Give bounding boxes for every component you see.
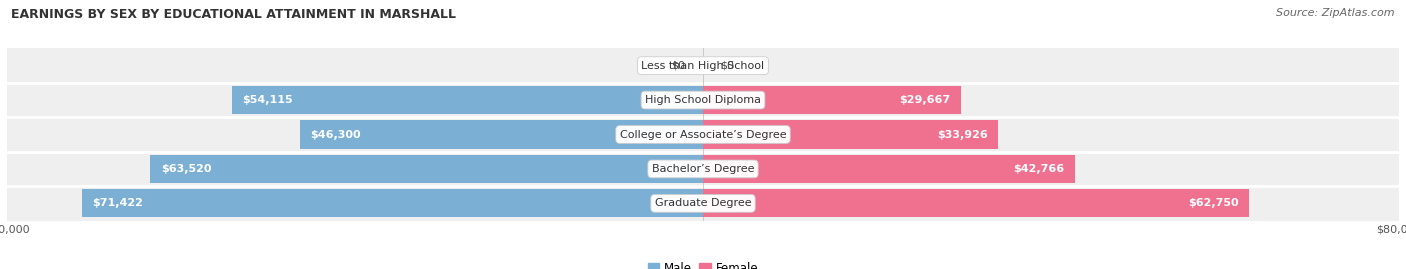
Text: $46,300: $46,300 — [311, 129, 361, 140]
Text: Graduate Degree: Graduate Degree — [655, 198, 751, 208]
Bar — [232, 86, 703, 114]
Text: $29,667: $29,667 — [900, 95, 950, 105]
Text: Source: ZipAtlas.com: Source: ZipAtlas.com — [1277, 8, 1395, 18]
Bar — [703, 86, 962, 114]
Bar — [703, 121, 998, 148]
Bar — [7, 152, 1399, 186]
Text: $71,422: $71,422 — [93, 198, 143, 208]
Text: $63,520: $63,520 — [160, 164, 211, 174]
Text: $42,766: $42,766 — [1014, 164, 1064, 174]
Text: $0: $0 — [672, 61, 686, 71]
Text: $62,750: $62,750 — [1188, 198, 1239, 208]
Text: $33,926: $33,926 — [936, 129, 987, 140]
Bar — [703, 155, 1076, 183]
Bar — [82, 189, 703, 217]
Text: Less than High School: Less than High School — [641, 61, 765, 71]
Text: College or Associate’s Degree: College or Associate’s Degree — [620, 129, 786, 140]
Bar — [301, 121, 703, 148]
Bar — [703, 189, 1249, 217]
Bar — [7, 186, 1399, 221]
Bar — [7, 117, 1399, 152]
Bar — [7, 83, 1399, 117]
Bar — [150, 155, 703, 183]
Legend: Male, Female: Male, Female — [643, 258, 763, 269]
Text: High School Diploma: High School Diploma — [645, 95, 761, 105]
Text: EARNINGS BY SEX BY EDUCATIONAL ATTAINMENT IN MARSHALL: EARNINGS BY SEX BY EDUCATIONAL ATTAINMEN… — [11, 8, 457, 21]
Text: Bachelor’s Degree: Bachelor’s Degree — [652, 164, 754, 174]
Text: $54,115: $54,115 — [243, 95, 294, 105]
Bar — [7, 48, 1399, 83]
Text: $0: $0 — [720, 61, 734, 71]
